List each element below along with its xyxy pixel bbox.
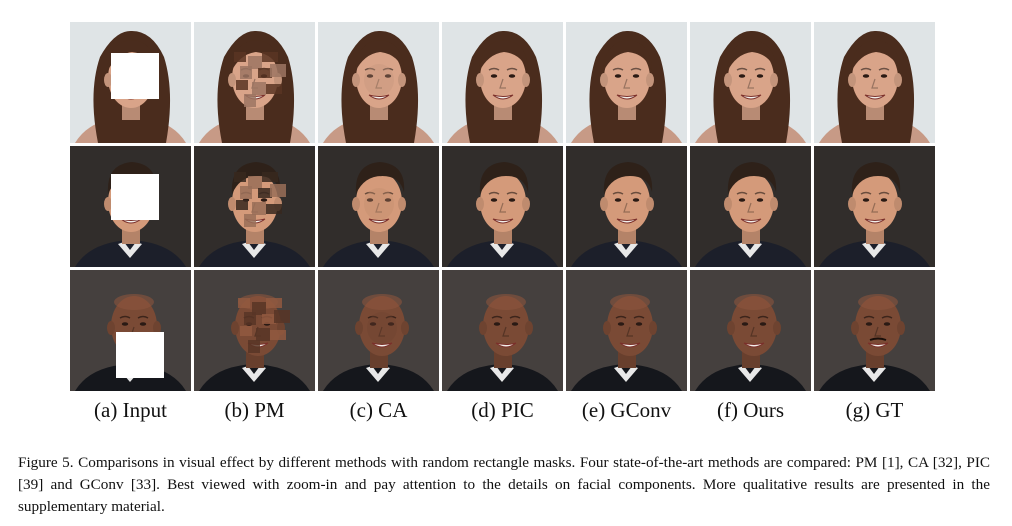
- column-label-ours: (f) Ours: [716, 398, 785, 422]
- face-image-woman-input: [70, 22, 191, 143]
- face-image-man-gconv: [566, 146, 687, 267]
- column-labels: (a) Input (b) PM (c) CA (d) PIC (e) GConv (f)…: [70, 395, 935, 425]
- face-image-bald-man-gconv: [566, 270, 687, 391]
- caption-text: Comparisons in visual effect by differen…: [18, 454, 991, 515]
- column-label-ca: (c) CA: [349, 398, 408, 422]
- face-image-woman-pm: [194, 22, 315, 143]
- column-label-gconv: (e) GConv: [581, 398, 672, 422]
- face-image-woman-gt: [814, 22, 935, 143]
- column-label-pic: (d) PIC: [471, 398, 534, 422]
- face-image-bald-man-pm: [194, 270, 315, 391]
- face-image-bald-man-ca: [318, 270, 439, 391]
- face-image-man-pic: [442, 146, 563, 267]
- face-image-bald-man-pic: [442, 270, 563, 391]
- face-image-woman-ours: [690, 22, 811, 143]
- column-label-pm: (b) PM: [224, 398, 285, 422]
- face-image-woman-gconv: [566, 22, 687, 143]
- face-image-bald-man-input: [70, 270, 191, 391]
- face-image-man-gt: [814, 146, 935, 267]
- face-image-man-input: [70, 146, 191, 267]
- face-image-bald-man-gt: [814, 270, 935, 391]
- face-image-woman-pic: [442, 22, 563, 143]
- face-image-woman-ca: [318, 22, 439, 143]
- face-image-man-pm: [194, 146, 315, 267]
- caption-head: Figure 5.: [18, 454, 74, 471]
- column-label-input: (a) Input: [94, 398, 167, 422]
- face-image-man-ours: [690, 146, 811, 267]
- column-label-gt: (g) GT: [845, 398, 904, 422]
- figure-caption: Figure 5. Comparisons in visual effect b…: [18, 452, 990, 518]
- comparison-image-grid: [70, 22, 935, 391]
- face-image-bald-man-ours: [690, 270, 811, 391]
- face-image-man-ca: [318, 146, 439, 267]
